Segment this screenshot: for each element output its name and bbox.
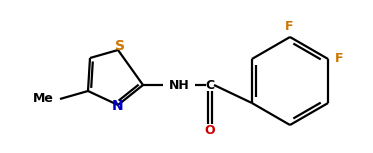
Text: F: F [285, 19, 293, 32]
Text: S: S [115, 39, 125, 53]
Text: O: O [205, 125, 215, 138]
Text: F: F [335, 52, 344, 65]
Text: NH: NH [169, 78, 189, 91]
Text: N: N [112, 99, 124, 113]
Text: C: C [206, 78, 214, 91]
Text: Me: Me [33, 93, 54, 106]
